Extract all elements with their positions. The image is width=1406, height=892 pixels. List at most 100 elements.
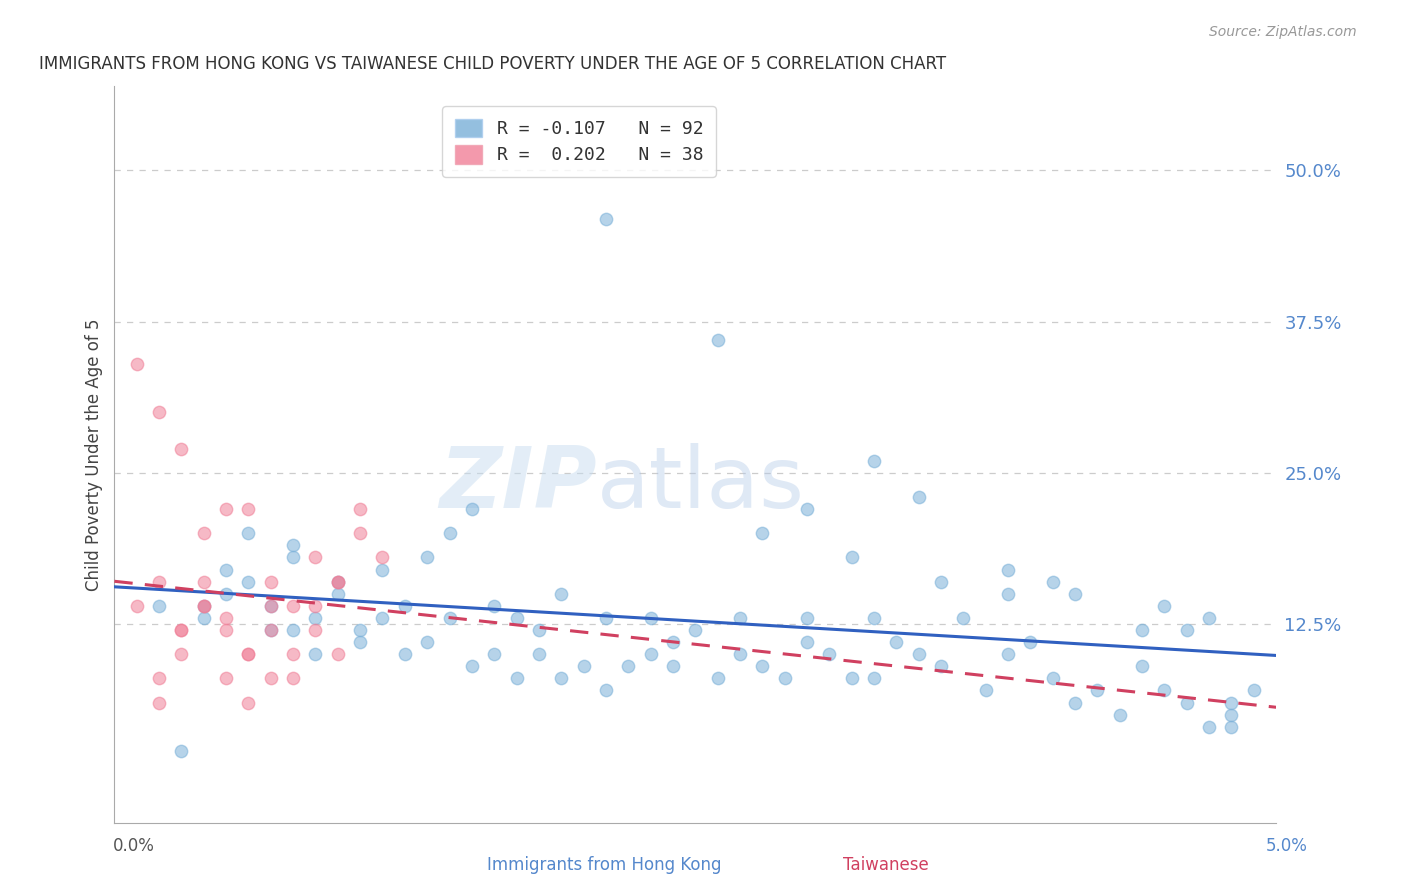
Point bbox=[527, 623, 550, 637]
Point bbox=[1085, 683, 1108, 698]
Point bbox=[505, 671, 527, 685]
Point bbox=[818, 647, 841, 661]
Legend: R = -0.107   N = 92, R =  0.202   N = 38: R = -0.107 N = 92, R = 0.202 N = 38 bbox=[443, 106, 716, 178]
Point bbox=[1130, 623, 1153, 637]
Point bbox=[728, 611, 751, 625]
Text: 0.0%: 0.0% bbox=[112, 837, 155, 855]
Point bbox=[640, 611, 662, 625]
Point bbox=[326, 574, 349, 589]
Point bbox=[863, 671, 886, 685]
Point bbox=[997, 587, 1019, 601]
Point bbox=[260, 599, 283, 613]
Point bbox=[125, 357, 148, 371]
Point bbox=[193, 599, 215, 613]
Point bbox=[371, 562, 394, 576]
Point bbox=[706, 333, 728, 347]
Point bbox=[371, 550, 394, 565]
Point bbox=[863, 453, 886, 467]
Point bbox=[170, 744, 193, 758]
Point bbox=[371, 611, 394, 625]
Point bbox=[1153, 683, 1175, 698]
Point bbox=[1130, 659, 1153, 673]
Point bbox=[617, 659, 640, 673]
Point bbox=[238, 696, 260, 710]
Point bbox=[974, 683, 997, 698]
Point bbox=[215, 611, 238, 625]
Point bbox=[304, 599, 326, 613]
Point bbox=[550, 587, 572, 601]
Point bbox=[281, 538, 304, 552]
Point bbox=[148, 574, 170, 589]
Point bbox=[260, 623, 283, 637]
Point bbox=[304, 550, 326, 565]
Point bbox=[706, 671, 728, 685]
Point bbox=[1064, 696, 1087, 710]
Text: ZIP: ZIP bbox=[439, 442, 596, 525]
Point bbox=[640, 647, 662, 661]
Point bbox=[260, 671, 283, 685]
Point bbox=[215, 502, 238, 516]
Point bbox=[148, 599, 170, 613]
Point bbox=[215, 562, 238, 576]
Point bbox=[751, 526, 773, 541]
Point bbox=[193, 611, 215, 625]
Point bbox=[1108, 707, 1130, 722]
Point bbox=[796, 635, 818, 649]
Point bbox=[461, 502, 484, 516]
Point bbox=[997, 647, 1019, 661]
Point bbox=[394, 599, 416, 613]
Point bbox=[1175, 623, 1198, 637]
Point bbox=[884, 635, 907, 649]
Point bbox=[148, 696, 170, 710]
Point bbox=[773, 671, 796, 685]
Point bbox=[281, 550, 304, 565]
Point bbox=[394, 647, 416, 661]
Point bbox=[215, 623, 238, 637]
Point bbox=[148, 405, 170, 419]
Point bbox=[907, 647, 929, 661]
Point bbox=[929, 659, 952, 673]
Point bbox=[482, 599, 505, 613]
Point bbox=[841, 671, 863, 685]
Point bbox=[238, 647, 260, 661]
Point bbox=[349, 502, 371, 516]
Point bbox=[1220, 696, 1243, 710]
Point bbox=[215, 587, 238, 601]
Point bbox=[260, 599, 283, 613]
Point bbox=[260, 574, 283, 589]
Point bbox=[238, 502, 260, 516]
Point bbox=[193, 574, 215, 589]
Point bbox=[349, 623, 371, 637]
Point bbox=[929, 574, 952, 589]
Point bbox=[170, 442, 193, 456]
Point bbox=[281, 647, 304, 661]
Point bbox=[863, 611, 886, 625]
Point bbox=[281, 599, 304, 613]
Point bbox=[751, 659, 773, 673]
Point bbox=[281, 671, 304, 685]
Point bbox=[170, 623, 193, 637]
Point bbox=[238, 574, 260, 589]
Point bbox=[193, 599, 215, 613]
Point bbox=[260, 623, 283, 637]
Point bbox=[304, 611, 326, 625]
Point bbox=[416, 635, 439, 649]
Point bbox=[326, 587, 349, 601]
Point bbox=[662, 659, 685, 673]
Point bbox=[461, 659, 484, 673]
Point bbox=[595, 611, 617, 625]
Point bbox=[997, 562, 1019, 576]
Point bbox=[170, 647, 193, 661]
Point bbox=[1198, 720, 1220, 734]
Point bbox=[1243, 683, 1265, 698]
Point bbox=[1019, 635, 1042, 649]
Point bbox=[572, 659, 595, 673]
Text: atlas: atlas bbox=[596, 442, 804, 525]
Y-axis label: Child Poverty Under the Age of 5: Child Poverty Under the Age of 5 bbox=[86, 318, 103, 591]
Text: Taiwanese: Taiwanese bbox=[844, 856, 928, 874]
Point bbox=[1220, 707, 1243, 722]
Point bbox=[728, 647, 751, 661]
Point bbox=[326, 647, 349, 661]
Point bbox=[952, 611, 974, 625]
Point bbox=[595, 211, 617, 226]
